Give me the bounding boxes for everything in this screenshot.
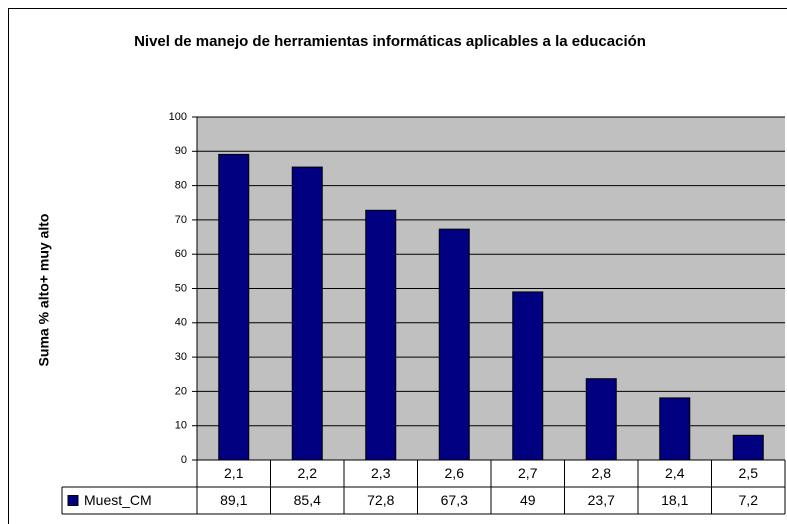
data-table-value: 18,1 xyxy=(661,492,688,508)
y-tick-label: 60 xyxy=(175,248,187,260)
y-tick-label: 80 xyxy=(175,180,187,192)
y-tick-label: 70 xyxy=(175,214,187,226)
y-tick-label: 10 xyxy=(175,420,187,432)
legend-label: Muest_CM xyxy=(84,492,152,508)
y-tick-label: 100 xyxy=(169,111,187,123)
bar xyxy=(659,397,691,461)
x-tick-label: 2,3 xyxy=(371,465,391,481)
legend-key xyxy=(67,495,79,506)
bar xyxy=(218,153,250,461)
data-table-value: 85,4 xyxy=(294,492,321,508)
data-table-value: 72,8 xyxy=(367,492,394,508)
x-tick-label: 2,4 xyxy=(665,465,685,481)
x-tick-label: 2,8 xyxy=(592,465,612,481)
y-tick-label: 30 xyxy=(175,351,187,363)
bar xyxy=(291,166,323,461)
data-table-value: 67,3 xyxy=(441,492,468,508)
data-table-value: 7,2 xyxy=(739,492,759,508)
y-tick-label: 40 xyxy=(175,317,187,329)
x-tick-label: 2,5 xyxy=(739,465,759,481)
bar xyxy=(365,209,397,461)
bar xyxy=(438,228,470,461)
y-tick-label: 20 xyxy=(175,385,187,397)
y-axis-title: Suma % alto+ muy alto xyxy=(36,214,52,367)
bar xyxy=(585,378,617,461)
x-tick-label: 2,6 xyxy=(445,465,465,481)
bar xyxy=(732,434,764,461)
bar xyxy=(512,291,544,461)
y-tick-label: 50 xyxy=(175,282,187,294)
chart-title: Nivel de manejo de herramientas informát… xyxy=(134,33,646,50)
data-table-value: 49 xyxy=(520,492,536,508)
data-table-value: 89,1 xyxy=(220,492,247,508)
chart-border xyxy=(8,8,787,524)
x-tick-label: 2,2 xyxy=(298,465,318,481)
y-tick-label: 90 xyxy=(175,145,187,157)
x-tick-label: 2,1 xyxy=(224,465,244,481)
data-table-value: 23,7 xyxy=(588,492,615,508)
x-tick-label: 2,7 xyxy=(518,465,538,481)
y-tick-label: 0 xyxy=(181,454,187,466)
